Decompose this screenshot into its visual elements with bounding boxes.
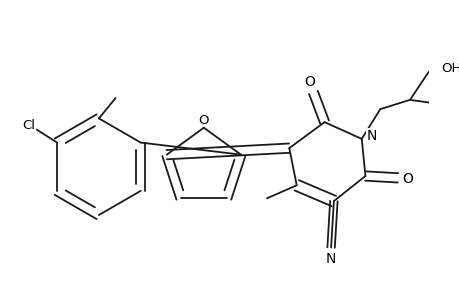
Text: N: N	[325, 252, 336, 266]
Text: N: N	[365, 129, 376, 143]
Text: O: O	[402, 172, 413, 186]
Text: Cl: Cl	[22, 119, 36, 132]
Text: O: O	[304, 75, 314, 89]
Text: O: O	[198, 114, 209, 127]
Text: OH: OH	[441, 62, 459, 75]
